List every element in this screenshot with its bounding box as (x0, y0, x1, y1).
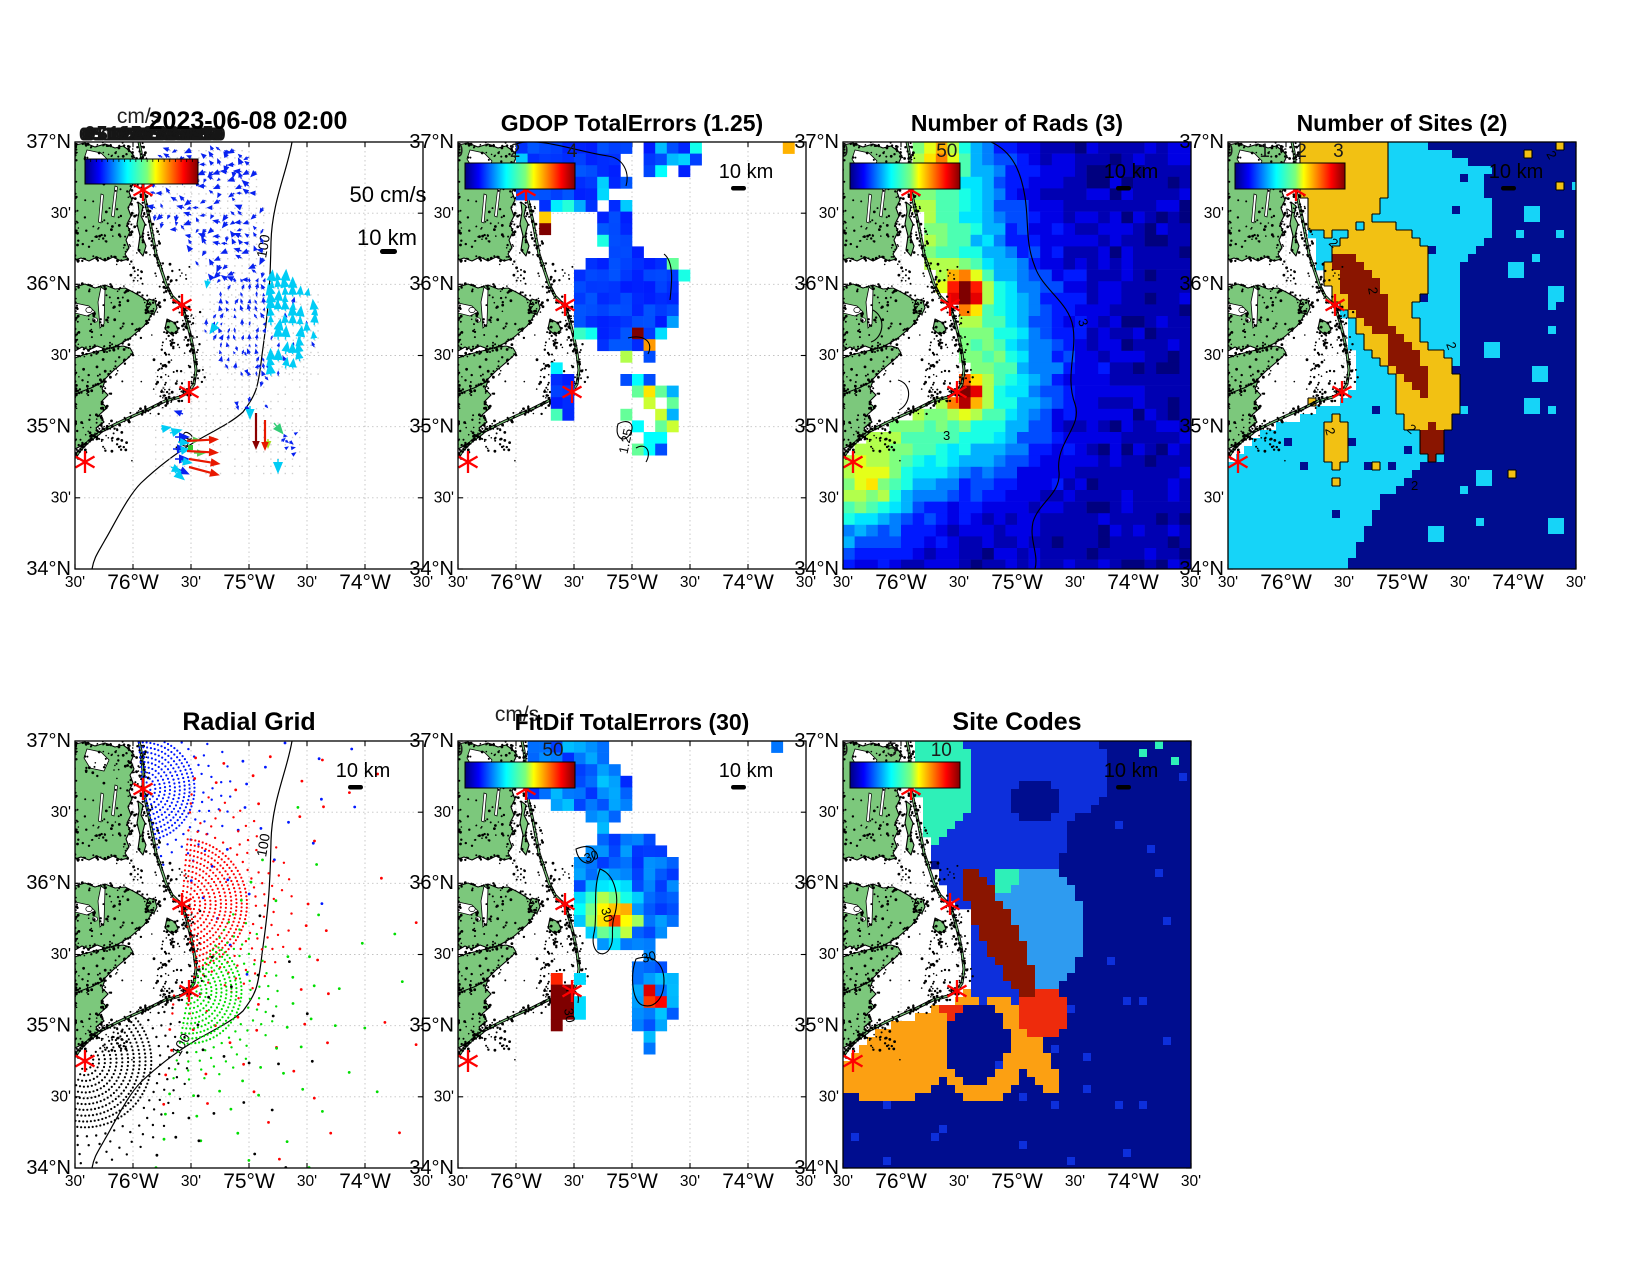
svg-text:36°N: 36°N (26, 273, 71, 295)
svg-text:75°W: 75°W (606, 571, 658, 594)
svg-text:35°N: 35°N (1179, 416, 1224, 438)
svg-text:30': 30' (1450, 574, 1470, 591)
svg-text:50: 50 (936, 141, 957, 162)
svg-text:GDOP TotalErrors (1.25): GDOP TotalErrors (1.25) (501, 110, 763, 136)
svg-text:30': 30' (1334, 574, 1354, 591)
svg-text:35°N: 35°N (409, 416, 454, 438)
svg-text:30': 30' (564, 574, 584, 591)
svg-text:30': 30' (1065, 574, 1085, 591)
svg-text:2: 2 (85, 123, 95, 143)
svg-text:35°N: 35°N (26, 416, 71, 438)
svg-text:30': 30' (1218, 574, 1238, 591)
svg-text:30': 30' (51, 489, 71, 506)
svg-text:74°W: 74°W (1492, 571, 1544, 594)
svg-text:30': 30' (51, 1088, 71, 1105)
svg-text:Number of Sites (2): Number of Sites (2) (1297, 110, 1508, 136)
svg-text:2: 2 (1296, 141, 1307, 162)
svg-text:74°W: 74°W (339, 1170, 391, 1193)
svg-text:30': 30' (833, 574, 853, 591)
svg-text:2: 2 (1411, 478, 1418, 493)
svg-text:30': 30' (65, 1173, 85, 1190)
svg-text:74°W: 74°W (722, 571, 774, 594)
svg-text:76°W: 76°W (875, 571, 927, 594)
svg-text:10 km: 10 km (719, 161, 773, 183)
svg-text:10 km: 10 km (1489, 161, 1543, 183)
svg-text:30': 30' (1566, 574, 1586, 591)
svg-text:76°W: 76°W (1260, 571, 1312, 594)
svg-text:Number of Rads (3): Number of Rads (3) (911, 110, 1123, 136)
svg-text:30': 30' (65, 574, 85, 591)
svg-text:30': 30' (1204, 205, 1224, 222)
svg-text:35°N: 35°N (794, 416, 839, 438)
svg-text:3: 3 (943, 428, 950, 443)
svg-text:36°N: 36°N (794, 273, 839, 295)
svg-text:30': 30' (297, 574, 317, 591)
svg-text:30': 30' (949, 574, 969, 591)
svg-text:30': 30' (51, 347, 71, 364)
svg-text:37°N: 37°N (26, 131, 71, 153)
svg-text:1: 1 (1259, 141, 1270, 162)
svg-text:76°W: 76°W (490, 571, 542, 594)
svg-text:30': 30' (434, 205, 454, 222)
svg-text:30': 30' (434, 347, 454, 364)
svg-text:74°W: 74°W (339, 571, 391, 594)
svg-text:Radial Grid: Radial Grid (182, 708, 315, 736)
svg-text:36°N: 36°N (409, 273, 454, 295)
svg-text:30': 30' (51, 804, 71, 821)
svg-text:75°W: 75°W (1376, 571, 1428, 594)
svg-text:30': 30' (181, 1173, 201, 1190)
svg-text:4: 4 (567, 141, 578, 162)
svg-text:36°N: 36°N (1179, 273, 1224, 295)
svg-text:3: 3 (1333, 141, 1344, 162)
svg-text:37°N: 37°N (26, 730, 71, 752)
svg-text:74°W: 74°W (1107, 571, 1159, 594)
svg-text:37°N: 37°N (794, 131, 839, 153)
svg-text:2: 2 (510, 141, 521, 162)
svg-text:7: 7 (97, 123, 107, 143)
svg-text:37°N: 37°N (409, 131, 454, 153)
svg-text:10 km: 10 km (336, 760, 390, 782)
svg-text:30': 30' (434, 489, 454, 506)
svg-text:30': 30' (819, 489, 839, 506)
svg-text:35°N: 35°N (26, 1015, 71, 1037)
svg-text:30': 30' (819, 205, 839, 222)
svg-text:50 cm/s: 50 cm/s (349, 182, 426, 207)
svg-text:30': 30' (448, 574, 468, 591)
svg-text:37°N: 37°N (1179, 131, 1224, 153)
svg-text:30': 30' (297, 1173, 317, 1190)
svg-text:2023-06-08 02:00: 2023-06-08 02:00 (149, 107, 348, 135)
svg-text:10 km: 10 km (1104, 161, 1158, 183)
svg-text:30': 30' (680, 574, 700, 591)
svg-text:76°W: 76°W (107, 1170, 159, 1193)
svg-text:30': 30' (51, 205, 71, 222)
svg-text:30': 30' (51, 946, 71, 963)
svg-text:75°W: 75°W (223, 1170, 275, 1193)
svg-text:30': 30' (1204, 489, 1224, 506)
svg-text:75°W: 75°W (991, 571, 1043, 594)
svg-text:36°N: 36°N (26, 872, 71, 894)
svg-text:30': 30' (819, 347, 839, 364)
svg-text:30': 30' (181, 574, 201, 591)
svg-text:10 km: 10 km (357, 225, 417, 250)
svg-text:30: 30 (561, 1007, 578, 1024)
svg-text:76°W: 76°W (107, 571, 159, 594)
svg-text:75°W: 75°W (223, 571, 275, 594)
svg-text:30': 30' (1204, 347, 1224, 364)
